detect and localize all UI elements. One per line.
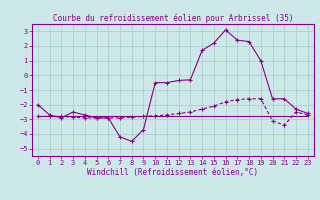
X-axis label: Windchill (Refroidissement éolien,°C): Windchill (Refroidissement éolien,°C) [87, 168, 258, 177]
Title: Courbe du refroidissement éolien pour Arbrissel (35): Courbe du refroidissement éolien pour Ar… [52, 14, 293, 23]
